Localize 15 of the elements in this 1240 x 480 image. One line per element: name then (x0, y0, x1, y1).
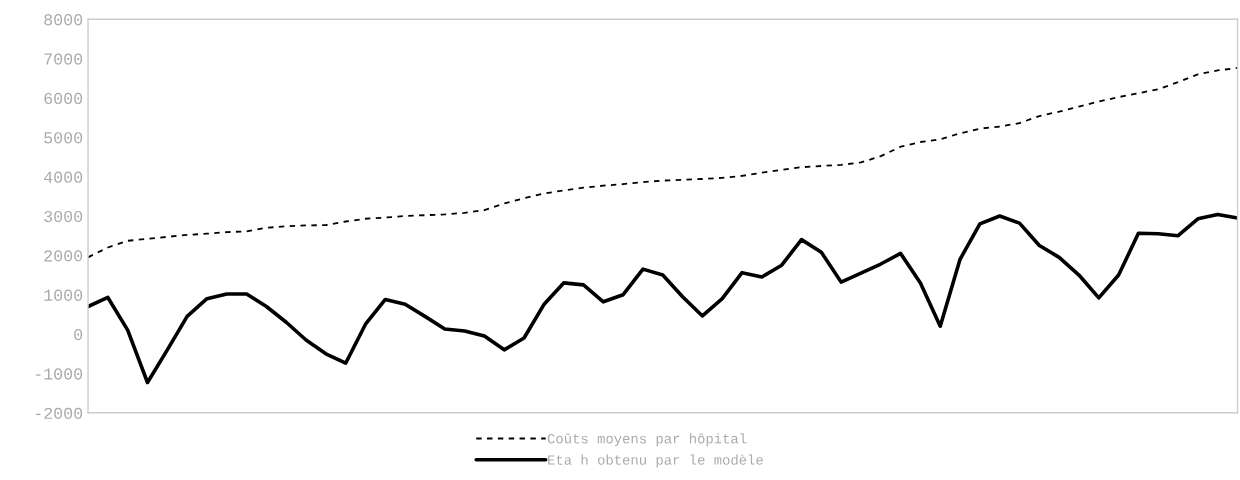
y-tick-label: 7000 (44, 53, 83, 65)
line-series (88, 67, 1238, 259)
y-tick-label: -2000 (35, 407, 83, 419)
y-tick-label: 3000 (44, 210, 83, 223)
y-tick-label: 8000 (44, 14, 83, 26)
y-tick-label: 6000 (44, 92, 83, 105)
y-tick-label: 2000 (44, 250, 83, 262)
y-tick-label: -1000 (35, 368, 83, 380)
y-tick-label: 4000 (44, 171, 83, 183)
y-tick-label: 5000 (44, 132, 83, 144)
line-series (88, 212, 1238, 385)
y-tick-label: 1000 (44, 289, 83, 301)
y-tick-label: 0 (74, 328, 83, 341)
legend-label: Eta h obtenu par le modèle (548, 454, 763, 468)
legend-label: Coûts moyens par hôpital (547, 433, 747, 447)
